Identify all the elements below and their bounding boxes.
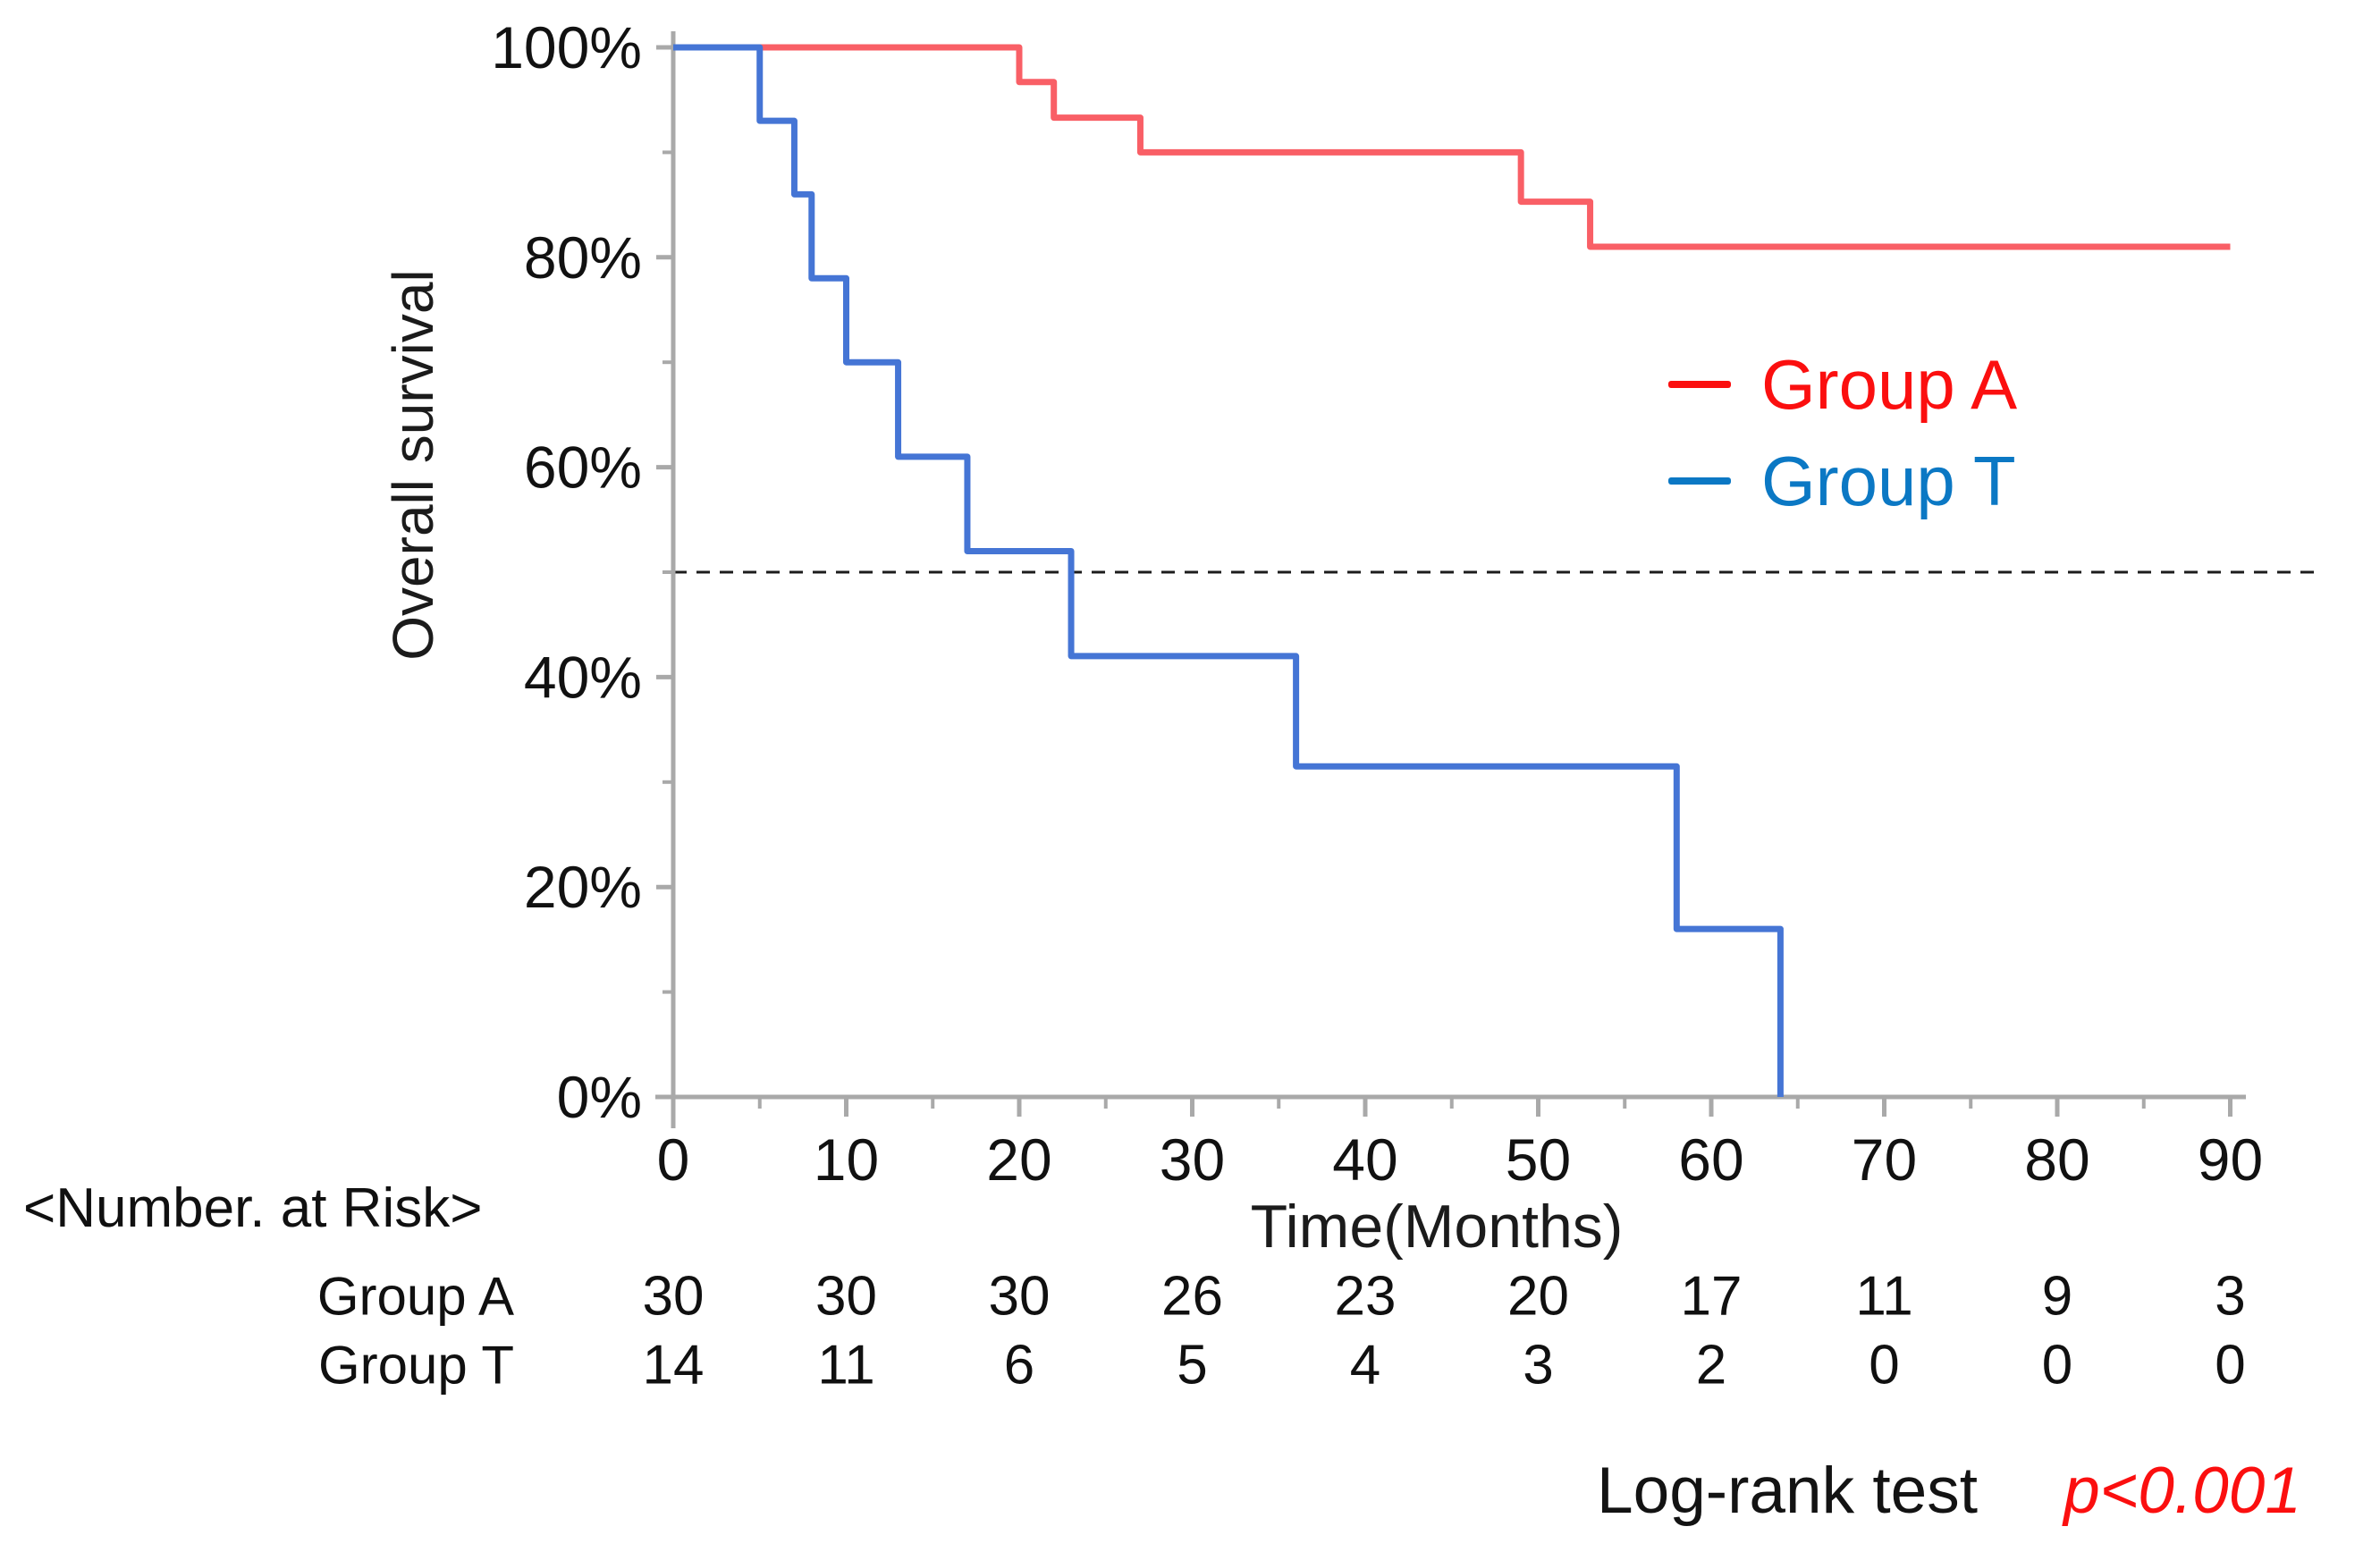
risk-value-group-a-m10: 30	[815, 1265, 877, 1328]
p-value-label: p<0.001	[2064, 1455, 2301, 1527]
risk-value-group-t-m80: 0	[2041, 1334, 2073, 1396]
risk-value-group-a-m80: 9	[2041, 1265, 2073, 1328]
y-axis-title: Overall survival	[381, 269, 445, 661]
legend-label-group-a: Group A	[1761, 345, 2018, 424]
risk-value-group-t-m10: 11	[817, 1334, 875, 1396]
risk-value-group-a-m60: 17	[1680, 1265, 1743, 1328]
logrank-test-label: Log-rank test	[1597, 1455, 1979, 1527]
group-t-line-swatch	[1668, 477, 1731, 485]
x-axis-title: Time(Months)	[1250, 1193, 1624, 1261]
series-group-a-curve	[673, 44, 2231, 250]
x-tick-label: 20	[986, 1126, 1051, 1193]
x-tick-label: 70	[1852, 1126, 1917, 1193]
risk-value-group-t-m0: 14	[642, 1334, 705, 1396]
risk-row-label-group-t: Group T	[318, 1335, 514, 1396]
risk-value-group-t-m90: 0	[2215, 1334, 2246, 1396]
risk-value-group-t-m20: 6	[1003, 1334, 1035, 1396]
x-tick-label: 10	[814, 1126, 879, 1193]
risk-value-group-a-m20: 30	[988, 1265, 1051, 1328]
x-tick-label: 40	[1332, 1126, 1397, 1193]
risk-value-group-a-m0: 30	[642, 1265, 705, 1328]
y-tick-label: 40%	[524, 644, 642, 710]
x-tick-label: 30	[1160, 1126, 1225, 1193]
group-a-line-swatch	[1668, 381, 1731, 388]
risk-value-group-a-m50: 20	[1507, 1265, 1569, 1328]
risk-value-group-a-m90: 3	[2215, 1265, 2246, 1328]
y-tick-label: 100%	[491, 14, 642, 80]
legend-label-group-t: Group T	[1761, 442, 2016, 520]
x-tick-label: 90	[2198, 1126, 2263, 1193]
legend-item-group-a: Group A	[1668, 342, 2017, 426]
risk-value-group-t-m60: 2	[1695, 1334, 1727, 1396]
y-tick-label: 20%	[524, 854, 642, 920]
x-tick-label: 50	[1506, 1126, 1571, 1193]
y-tick-label: 0%	[557, 1064, 642, 1130]
risk-value-group-a-m40: 23	[1334, 1265, 1397, 1328]
x-tick-label: 80	[2024, 1126, 2089, 1193]
risk-value-group-t-m70: 0	[1869, 1334, 1900, 1396]
y-tick-label: 80%	[524, 224, 642, 291]
risk-value-group-a-m70: 11	[1855, 1265, 1913, 1328]
logrank-annotation: Log-rank test p<0.001	[1597, 1454, 2301, 1528]
risk-value-group-t-m50: 3	[1523, 1334, 1554, 1396]
risk-value-group-t-m40: 4	[1349, 1334, 1381, 1396]
x-tick-label: 0	[657, 1126, 690, 1193]
risk-row-label-group-a: Group A	[316, 1266, 514, 1327]
risk-value-group-a-m30: 26	[1161, 1265, 1223, 1328]
series-group-t-curve	[673, 44, 1784, 1097]
legend-item-group-t: Group T	[1668, 439, 2017, 523]
x-tick-label: 60	[1678, 1126, 1743, 1193]
risk-value-group-t-m30: 5	[1177, 1334, 1208, 1396]
y-tick-label: 60%	[524, 434, 642, 501]
legend: Group A Group T	[1668, 342, 2017, 523]
number-at-risk-header: <Number. at Risk>	[23, 1177, 483, 1239]
